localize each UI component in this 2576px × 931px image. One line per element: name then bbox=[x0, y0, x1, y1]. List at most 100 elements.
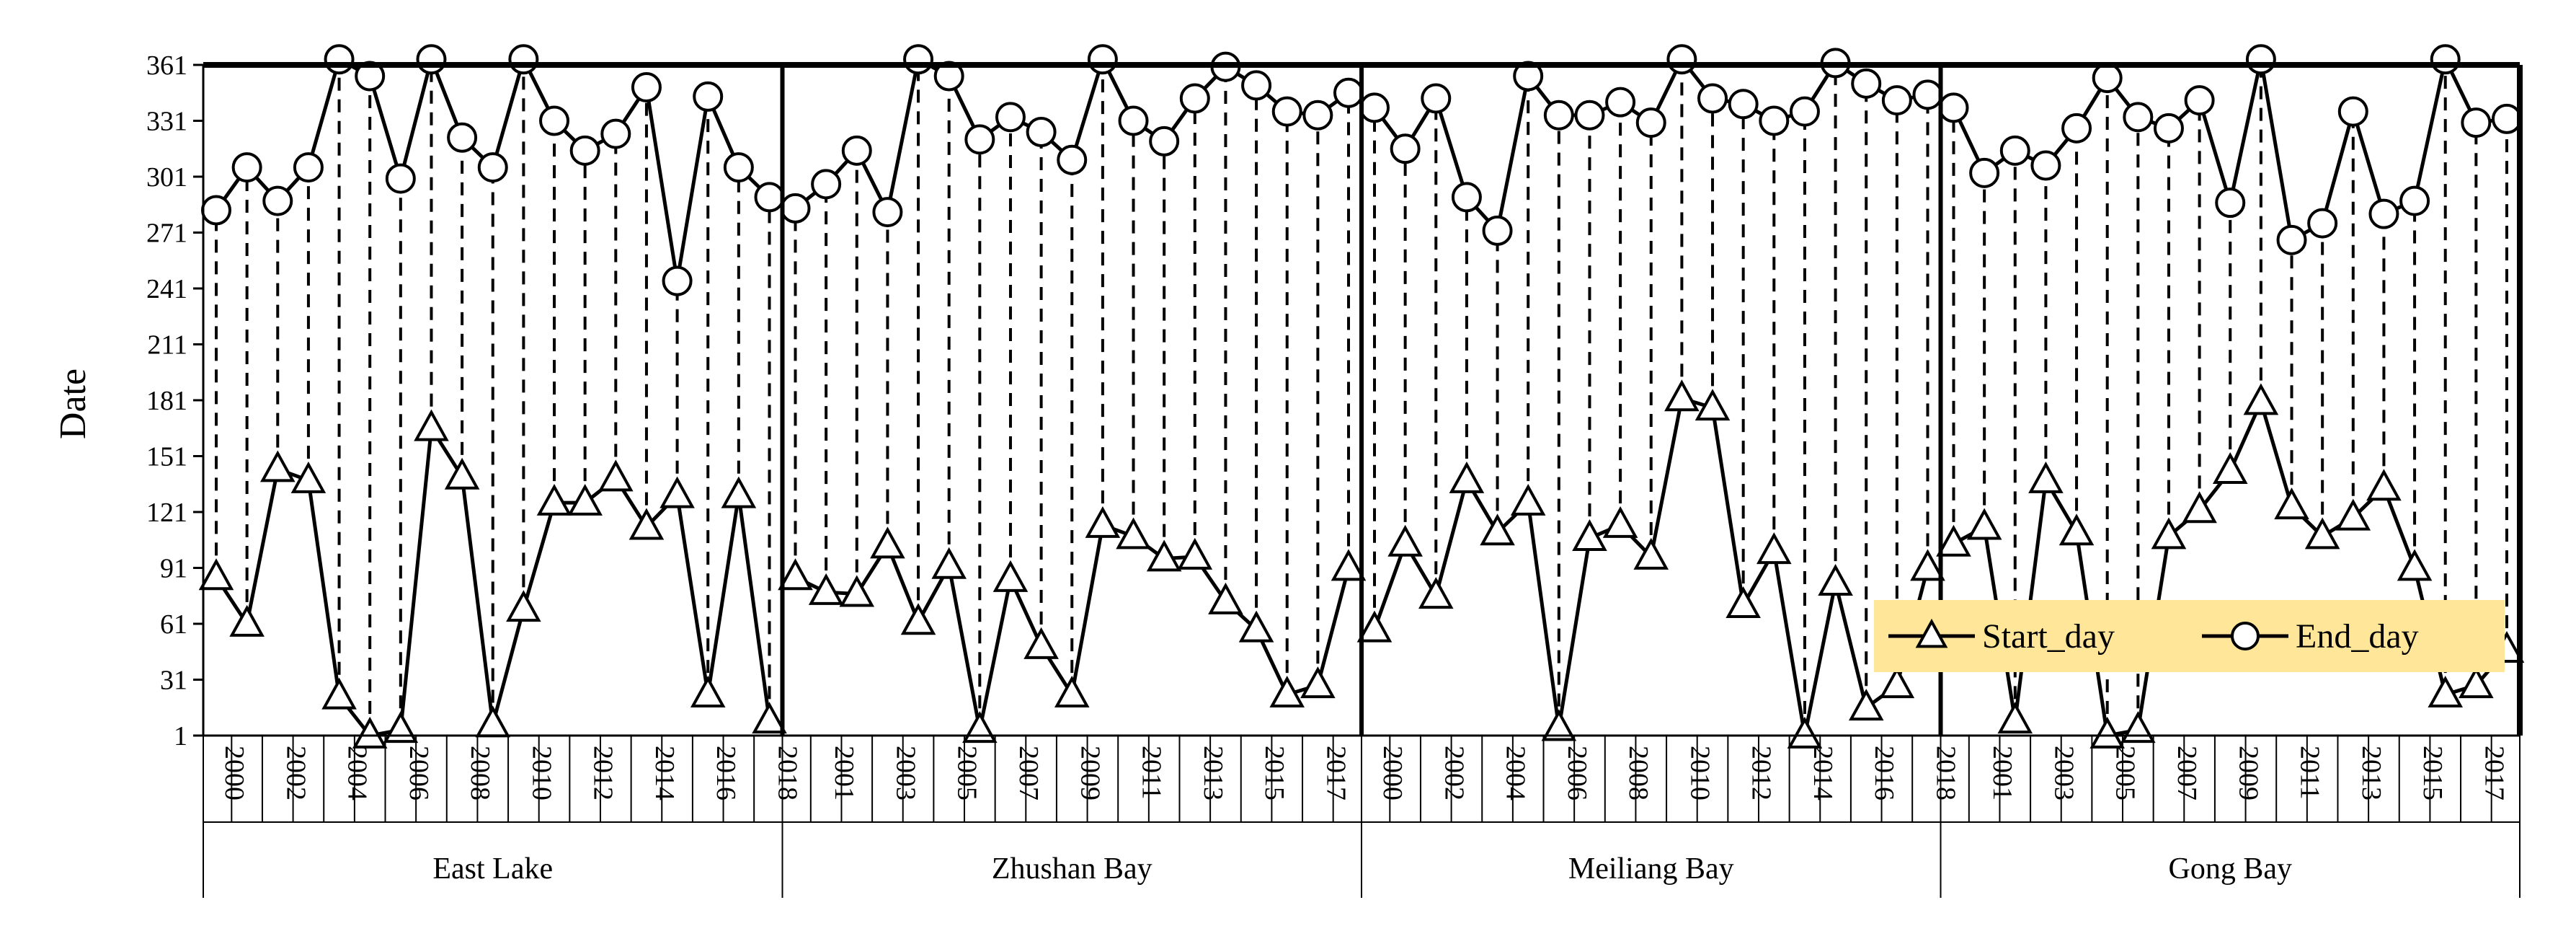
x-tick-label: 2016 bbox=[711, 746, 741, 800]
x-tick-label: 2009 bbox=[2233, 746, 2263, 800]
legend-background bbox=[1874, 600, 2505, 672]
start-day-point bbox=[1387, 524, 1423, 557]
end-day-point bbox=[1241, 70, 1272, 101]
start-day-point bbox=[1602, 506, 1638, 538]
end-day-point bbox=[2307, 208, 2338, 239]
end-day-point bbox=[1635, 107, 1666, 138]
start-day-point bbox=[1756, 532, 1792, 565]
start-day-point bbox=[629, 508, 665, 540]
marker-layer bbox=[198, 44, 2525, 749]
end-day-point bbox=[477, 152, 508, 183]
start-day-point bbox=[567, 483, 603, 516]
end-day-point bbox=[1390, 133, 1421, 164]
start-day-point bbox=[1116, 517, 1151, 550]
end-day-point bbox=[1359, 92, 1390, 123]
start-day-point bbox=[290, 461, 327, 493]
end-day-point bbox=[2368, 198, 2399, 229]
start-day-point bbox=[1787, 716, 1823, 749]
legend-start-day-marker bbox=[1915, 618, 1948, 648]
y-axis-title: Date bbox=[53, 369, 94, 439]
end-day-point bbox=[324, 44, 355, 75]
x-tick-label: 2017 bbox=[1320, 746, 1351, 800]
start-day-point bbox=[1085, 506, 1121, 538]
start-day-point bbox=[1177, 537, 1213, 570]
end-day-point bbox=[539, 105, 570, 136]
end-day-point bbox=[2153, 112, 2184, 144]
start-day-point bbox=[536, 483, 572, 516]
start-day-point bbox=[778, 558, 813, 591]
end-day-point bbox=[1057, 144, 1088, 175]
start-day-point bbox=[1054, 676, 1090, 708]
start-day-point bbox=[414, 409, 449, 441]
x-tick-label: 2004 bbox=[342, 746, 373, 800]
start-day-point bbox=[2335, 498, 2371, 531]
end-day-point bbox=[1697, 83, 1728, 114]
start-day-point bbox=[198, 558, 234, 591]
start-day-point bbox=[659, 476, 695, 508]
start-day-point bbox=[444, 457, 480, 490]
end-day-point bbox=[964, 124, 995, 155]
x-tick-label: 2011 bbox=[1137, 746, 1167, 800]
end-day-point bbox=[2030, 150, 2061, 181]
start-day-point bbox=[1572, 519, 1607, 552]
end-day-point bbox=[1999, 135, 2030, 166]
start-day-point bbox=[1023, 627, 1059, 659]
x-tick-label: 2006 bbox=[1562, 746, 1592, 800]
end-day-point bbox=[447, 122, 478, 153]
end-day-point bbox=[1421, 83, 1452, 114]
start-day-point bbox=[1541, 709, 1577, 741]
start-day-point bbox=[1818, 564, 1853, 596]
y-tick-label: 151 bbox=[146, 442, 187, 472]
start-day-point bbox=[2428, 676, 2464, 708]
end-day-point bbox=[2123, 102, 2154, 133]
end-day-point bbox=[1969, 157, 2000, 188]
start-day-point bbox=[1633, 537, 1669, 570]
end-day-point bbox=[1759, 105, 1790, 136]
y-tick-label: 91 bbox=[160, 554, 187, 584]
x-tick-label: 2010 bbox=[1684, 746, 1715, 800]
end-day-point bbox=[1179, 83, 1210, 114]
end-day-point bbox=[2061, 112, 2092, 144]
legend-start-day-label: Start_day bbox=[1982, 617, 2115, 656]
group-label: Zhushan Bay bbox=[992, 852, 1152, 886]
end-day-point bbox=[841, 135, 872, 166]
group-label: Gong Bay bbox=[2169, 852, 2293, 886]
end-day-point bbox=[1026, 117, 1057, 147]
y-tick-label: 121 bbox=[146, 498, 187, 528]
end-day-point bbox=[508, 44, 539, 75]
start-day-point bbox=[2089, 716, 2125, 749]
x-axis: 2000 2002 2004 2006 2008 2010 2012 2014 2016 2018… bbox=[203, 736, 2521, 898]
x-tick-label: 2003 bbox=[2048, 746, 2079, 800]
end-day-point bbox=[1271, 96, 1302, 127]
end-day-point bbox=[201, 195, 231, 226]
x-tick-label: 2014 bbox=[1808, 746, 1838, 800]
end-day-point bbox=[2184, 85, 2215, 116]
start-day-point bbox=[690, 676, 726, 708]
x-tick-label: 2013 bbox=[2356, 746, 2386, 800]
start-day-point bbox=[962, 711, 998, 744]
start-day-point bbox=[598, 459, 634, 492]
end-day-point bbox=[2276, 224, 2307, 255]
start-day-point bbox=[1879, 666, 1915, 699]
end-day-point bbox=[569, 135, 600, 166]
end-day-point bbox=[662, 265, 693, 296]
start-day-point bbox=[900, 603, 936, 635]
end-day-point bbox=[600, 118, 631, 149]
x-tick-label: 2005 bbox=[952, 746, 982, 800]
x-tick-label: 2000 bbox=[1377, 746, 1408, 800]
start-day-point bbox=[1966, 508, 2002, 540]
start-day-point bbox=[1300, 666, 1336, 699]
x-tick-label: 2009 bbox=[1075, 746, 1105, 800]
end-day-point bbox=[2245, 44, 2276, 75]
x-tick-label: 2003 bbox=[890, 746, 920, 800]
end-day-point bbox=[995, 102, 1026, 133]
x-tick-label: 2007 bbox=[1013, 746, 1044, 800]
legend: Start_day End_day bbox=[1874, 600, 2505, 672]
start-day-point bbox=[1997, 702, 2033, 734]
end-day-point bbox=[2461, 107, 2492, 138]
start-day-point bbox=[992, 560, 1029, 592]
start-day-point bbox=[808, 573, 844, 605]
x-tick-label: 2007 bbox=[2172, 746, 2202, 800]
end-day-point bbox=[811, 169, 842, 200]
end-day-point bbox=[631, 72, 662, 102]
